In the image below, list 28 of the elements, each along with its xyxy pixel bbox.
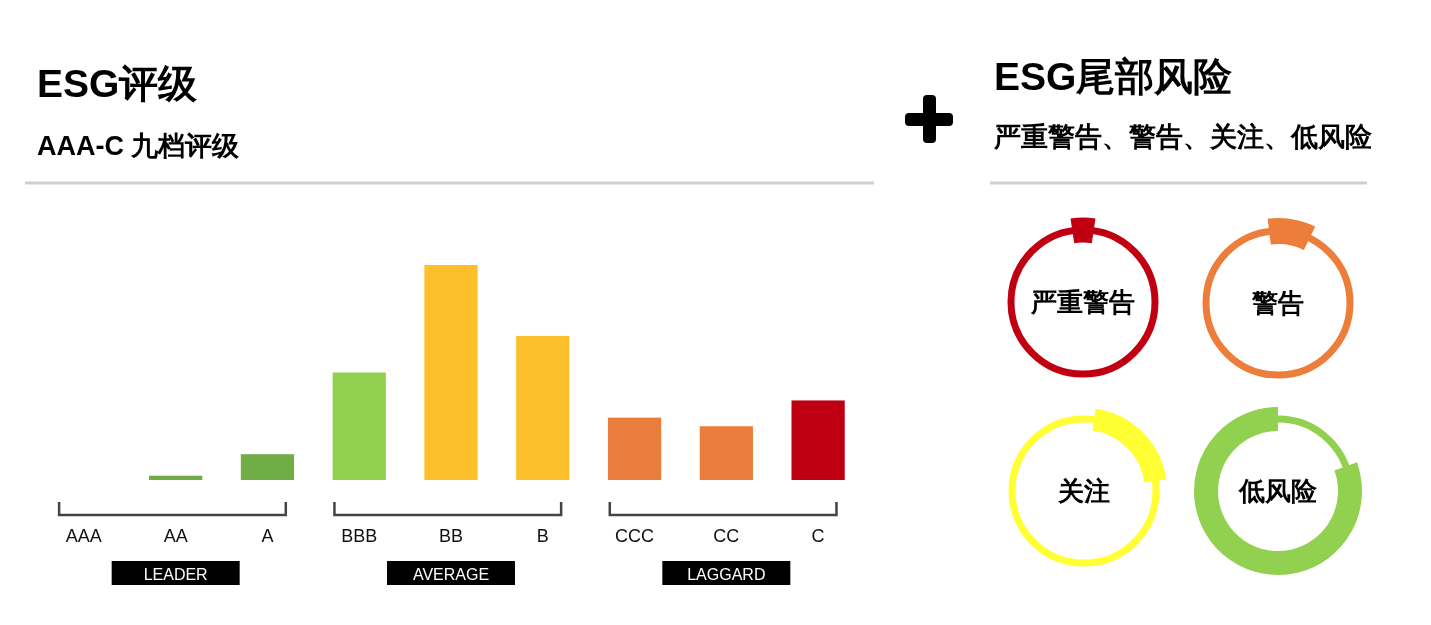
x-tick-label: CC <box>713 526 740 546</box>
bar <box>791 400 845 480</box>
text: 警告 <box>1251 288 1304 318</box>
x-tick-label: CCC <box>615 526 655 546</box>
text: LAGGARD <box>687 566 766 583</box>
x-tick-label: AA <box>163 526 188 546</box>
bar <box>699 426 753 480</box>
bar <box>516 335 570 480</box>
x-tick-label: C <box>811 526 825 546</box>
text: 严重警告 <box>1030 287 1135 317</box>
x-tick-label: AAA <box>65 526 102 546</box>
chart-title: ESG评级 <box>37 62 199 105</box>
chart-subtitle: AAA-C 九档评级 <box>37 131 241 161</box>
bar <box>424 265 478 480</box>
bar <box>240 454 295 480</box>
x-tick-label: BB <box>438 526 464 546</box>
text: LEADER <box>143 566 208 583</box>
bar <box>607 417 662 480</box>
bar <box>149 475 203 480</box>
x-tick-label: B <box>536 526 549 546</box>
text: 严重警告、警告、关注、低风险 <box>993 122 1373 152</box>
text: AVERAGE <box>412 566 490 583</box>
text: ESG尾部风险 <box>994 55 1233 98</box>
x-tick-label: BBB <box>341 526 378 546</box>
bar <box>332 372 386 480</box>
text: 关注 <box>1057 476 1110 506</box>
x-tick-label: A <box>261 526 274 546</box>
text: 低风险 <box>1238 476 1318 506</box>
